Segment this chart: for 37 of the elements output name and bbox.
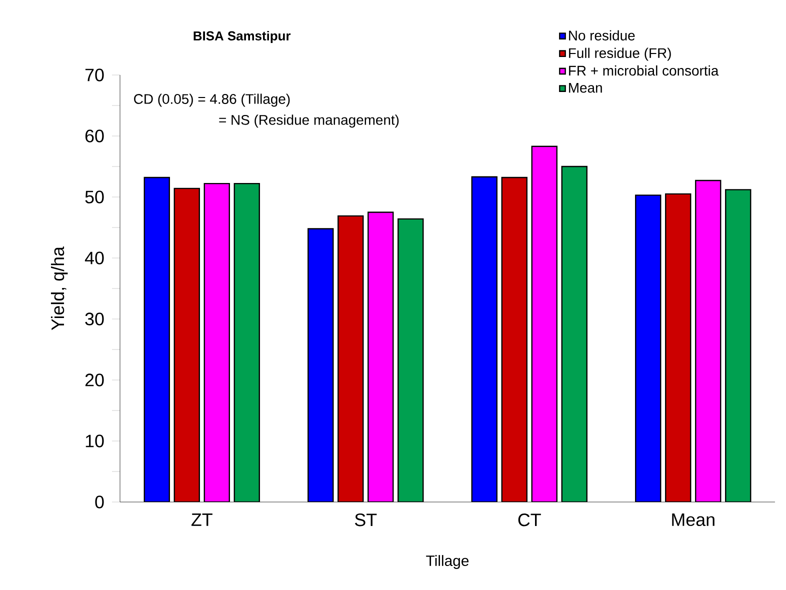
bar [531, 146, 558, 502]
bar [204, 182, 230, 502]
bar [398, 218, 424, 502]
y-tick-label: 30 [85, 312, 104, 326]
y-tick-label: 0 [95, 496, 104, 508]
chart-title: BISA Samstipur [194, 30, 291, 44]
y-tick-label: 40 [84, 252, 104, 264]
x-tick-label: ST [354, 514, 377, 526]
bar [368, 212, 394, 502]
bar [635, 194, 662, 502]
y-tick-label: 10 [86, 434, 104, 448]
legend-label: FR + microbial consortia [569, 65, 719, 76]
x-axis-title: Tillage [426, 555, 469, 569]
legend-label: No residue [569, 30, 635, 40]
bar [725, 189, 752, 502]
y-axis-title: Yield, q/ha [50, 246, 68, 330]
y-tick-label: 60 [85, 130, 104, 142]
legend-label: Mean [569, 82, 602, 93]
y-tick-label: 70 [85, 68, 104, 82]
bar [174, 188, 200, 502]
bar [665, 193, 692, 502]
legend-label: Full residue (FR) [569, 48, 671, 61]
x-tick-label: ZT [191, 514, 212, 526]
bar [561, 166, 588, 502]
y-tick-label: 50 [85, 190, 104, 204]
annotation: CD (0.05) = 4.86 (Tillage) [134, 94, 290, 107]
annotation: = NS (Residue management) [219, 114, 399, 128]
bar [144, 176, 170, 502]
bar [501, 176, 528, 502]
y-tick-label: 20 [85, 374, 104, 386]
bar [234, 182, 260, 502]
x-tick-label: CT [518, 514, 541, 526]
bar [471, 176, 498, 502]
bar [308, 228, 334, 502]
x-tick-label: Mean [672, 514, 714, 526]
bar [695, 180, 722, 502]
bar [338, 215, 364, 502]
